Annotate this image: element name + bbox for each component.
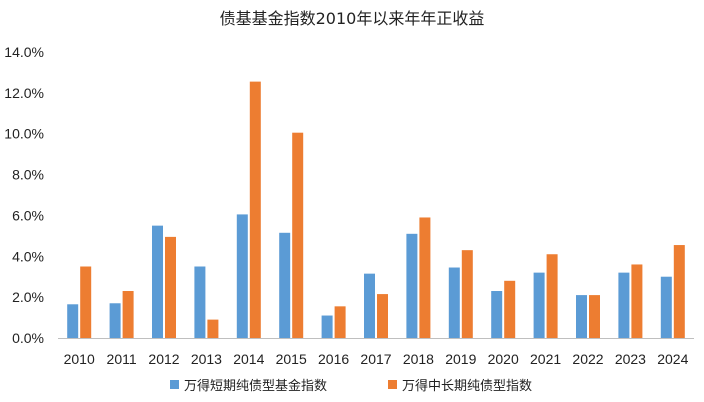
bars-group [67, 81, 685, 339]
bar-series-0-2018 [406, 233, 418, 338]
y-tick-label: 14.0% [4, 44, 44, 60]
bar-series-1-2024 [673, 245, 685, 338]
x-tick-label: 2011 [107, 351, 137, 367]
x-tick-label: 2012 [148, 351, 179, 367]
x-tick-label: 2013 [191, 351, 222, 367]
y-tick-label: 0.0% [12, 330, 44, 346]
bar-series-0-2014 [236, 214, 248, 338]
bar-series-0-2011 [109, 303, 121, 338]
bar-series-0-2020 [491, 291, 503, 338]
x-tick-label: 2014 [233, 351, 264, 367]
bar-series-1-2020 [504, 280, 516, 338]
y-tick-label: 6.0% [12, 207, 44, 223]
bar-series-1-2016 [334, 306, 346, 338]
bar-series-0-2010 [67, 304, 79, 338]
bar-series-1-2014 [249, 81, 261, 339]
bar-series-1-2022 [589, 295, 600, 338]
bar-series-0-2023 [618, 272, 630, 338]
x-tick-label: 2019 [445, 351, 476, 367]
bar-series-0-2017 [364, 273, 375, 338]
y-tick-label: 12.0% [4, 85, 44, 101]
x-axis-tick-labels: 2010 2011 2012 2013 2014 2015 2016 2017 2018 2019… [64, 351, 689, 367]
bar-series-1-2019 [461, 250, 473, 338]
x-tick-label: 2024 [657, 351, 688, 367]
y-tick-label: 10.0% [4, 126, 44, 142]
bar-series-1-2021 [546, 254, 558, 338]
bar-series-1-2017 [377, 294, 388, 338]
bar-series-0-2015 [279, 232, 291, 338]
x-tick-label: 2021 [530, 351, 561, 367]
bar-series-1-2013 [207, 319, 219, 338]
bar-series-0-2012 [152, 225, 163, 338]
legend-swatch-1 [388, 380, 397, 389]
x-tick-label: 2016 [318, 351, 349, 367]
x-tick-label: 2022 [572, 351, 603, 367]
bar-series-0-2022 [576, 295, 587, 338]
x-tick-label: 2023 [615, 351, 646, 367]
y-tick-label: 4.0% [12, 248, 44, 264]
y-tick-label: 8.0% [12, 167, 44, 183]
bar-series-1-2011 [122, 291, 134, 338]
x-tick-label: 2010 [64, 351, 95, 367]
y-tick-label: 2.0% [12, 289, 44, 305]
bar-series-0-2024 [660, 276, 672, 338]
legend: 万得短期纯债型基金指数 万得中长期纯债型指数 [170, 378, 532, 394]
legend-label-1: 万得中长期纯债型指数 [402, 378, 532, 394]
bar-series-1-2018 [419, 217, 431, 338]
bar-series-0-2021 [533, 272, 545, 338]
x-tick-label: 2020 [488, 351, 519, 367]
bar-series-0-2016 [321, 315, 333, 338]
legend-swatch-0 [170, 380, 179, 389]
bar-series-1-2015 [292, 132, 304, 338]
x-tick-label: 2015 [276, 351, 307, 367]
chart-title: 债基基金指数2010年以来年年正收益 [220, 9, 485, 28]
bar-series-1-2012 [165, 236, 176, 338]
x-tick-label: 2018 [403, 351, 434, 367]
legend-label-0: 万得短期纯债型基金指数 [184, 378, 327, 394]
bar-series-0-2013 [194, 266, 206, 338]
y-axis-tick-labels: 0.0% 2.0% 4.0% 6.0% 8.0% 10.0% 12.0% 14.0% [4, 44, 44, 346]
bar-series-0-2019 [448, 267, 460, 338]
x-tick-label: 2017 [360, 351, 391, 367]
bar-series-1-2010 [80, 266, 92, 338]
bar-series-1-2023 [631, 264, 643, 338]
